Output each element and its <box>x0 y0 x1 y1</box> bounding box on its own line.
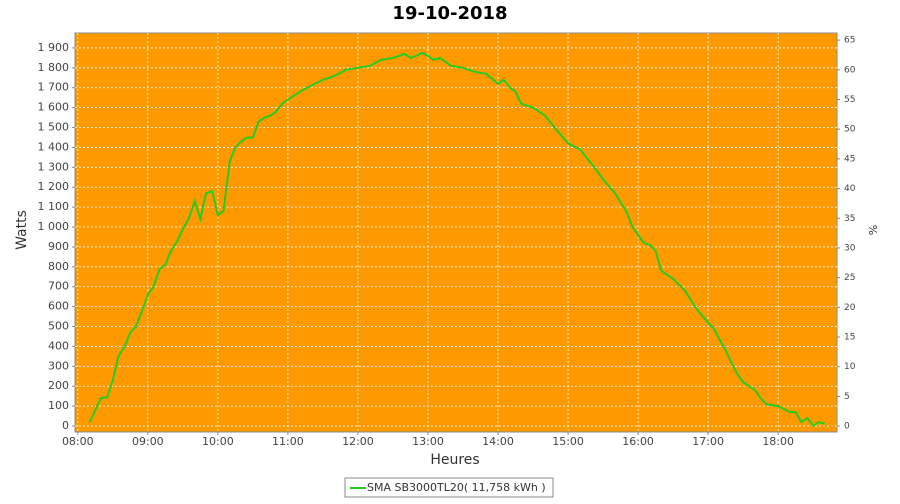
y-tick-label: 400 <box>48 339 69 352</box>
y-tick-label: 900 <box>48 240 69 253</box>
x-tick-label: 11:00 <box>272 435 304 448</box>
y2-tick-label: 0 <box>844 422 850 432</box>
x-axis-label: Heures <box>430 452 479 468</box>
y2-tick-label: 45 <box>844 154 855 164</box>
y2-tick-label: 60 <box>844 65 856 75</box>
x-tick-label: 10:00 <box>202 435 234 448</box>
x-tick-label: 09:00 <box>132 435 164 448</box>
legend <box>344 477 554 498</box>
data-line <box>88 51 826 428</box>
x-tick-label: 15:00 <box>552 435 584 448</box>
x-tick-label: 13:00 <box>412 435 444 448</box>
y-tick-label: 800 <box>48 260 69 273</box>
y2-tick-label: 40 <box>844 184 856 194</box>
y-tick-label: 0 <box>62 419 69 432</box>
y-tick-label: 1 900 <box>38 41 70 54</box>
y-tick-label: 1 100 <box>38 200 70 213</box>
y-tick-label: 100 <box>48 399 69 412</box>
legend-label: SMA SB3000TL20( 11,758 kWh ) <box>367 481 546 494</box>
y-tick-label: 300 <box>48 359 69 372</box>
y-tick-label: 1 400 <box>38 140 70 153</box>
plot-area <box>74 32 838 433</box>
y-tick-label: 1 500 <box>38 121 70 134</box>
y-tick-label: 1 200 <box>38 180 70 193</box>
y2-tick-label: 30 <box>844 243 856 253</box>
chart-title: 19-10-2018 <box>392 3 507 24</box>
x-tick-label: 16:00 <box>622 435 654 448</box>
y2-tick-label: 25 <box>844 273 855 283</box>
x-tick-label: 14:00 <box>482 435 514 448</box>
y-tick-label: 500 <box>48 320 69 333</box>
y-tick-label: 200 <box>48 379 69 392</box>
y-tick-label: 1 600 <box>38 101 70 114</box>
y-tick-label: 1 000 <box>38 220 70 233</box>
y-tick-label: 600 <box>48 300 69 313</box>
y-tick-label: 700 <box>48 280 69 293</box>
x-tick-label: 17:00 <box>692 435 724 448</box>
y-tick-label: 1 800 <box>38 61 70 74</box>
y2-tick-label: 35 <box>844 214 855 224</box>
y-tick-label: 1 700 <box>38 81 70 94</box>
y2-tick-label: 10 <box>844 362 856 372</box>
x-tick-label: 08:00 <box>62 435 94 448</box>
y-axis-label: Watts <box>14 210 30 250</box>
x-tick-label: 18:00 <box>762 435 794 448</box>
y2-tick-label: 20 <box>844 303 856 313</box>
y2-tick-label: 5 <box>844 392 850 402</box>
y-tick-label: 1 300 <box>38 160 70 173</box>
y2-tick-label: 15 <box>844 333 855 343</box>
y2-tick-label: 65 <box>844 36 855 46</box>
y2-tick-label: 55 <box>844 95 855 105</box>
y2-tick-label: 50 <box>844 125 856 135</box>
y2-axis-label: % <box>866 225 879 235</box>
x-tick-label: 12:00 <box>342 435 374 448</box>
